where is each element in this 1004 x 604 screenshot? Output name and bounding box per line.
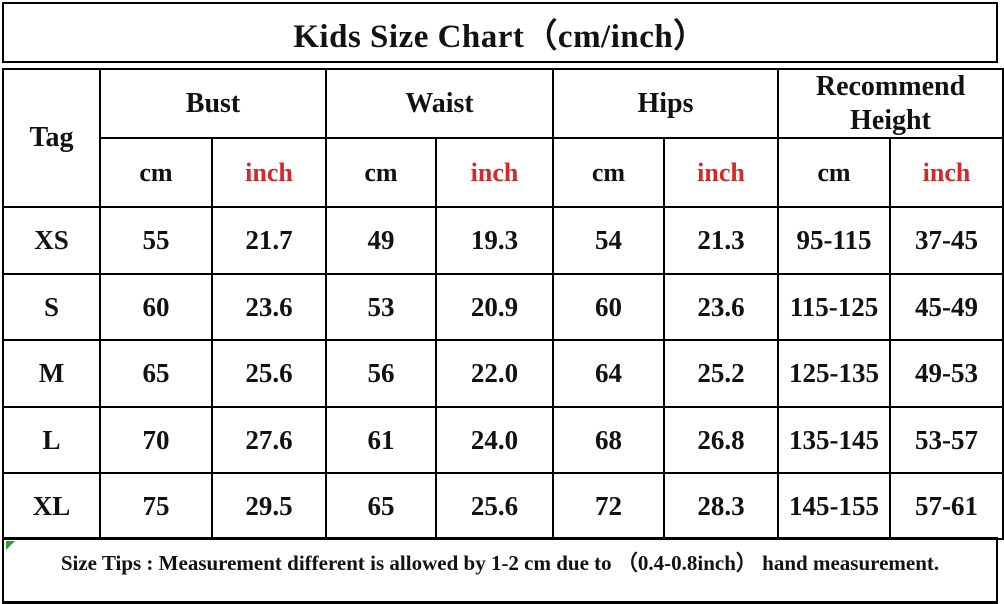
- unit-bust-cm: cm: [99, 137, 213, 209]
- value-cell: 56: [325, 339, 437, 409]
- row-tag: S: [2, 273, 101, 342]
- value-cell: 54: [552, 206, 665, 276]
- value-cell: 26.8: [663, 406, 779, 475]
- value-cell: 145-155: [777, 472, 891, 541]
- value-cell: 75: [99, 472, 213, 541]
- group-header-bust: Bust: [99, 67, 327, 140]
- unit-waist-cm: cm: [325, 137, 437, 209]
- value-cell: 28.3: [663, 472, 779, 541]
- group-header-waist: Waist: [325, 67, 554, 140]
- value-cell: 21.3: [663, 206, 779, 276]
- value-cell: 23.6: [663, 273, 779, 342]
- value-cell: 115-125: [777, 273, 891, 342]
- unit-waist-inch: inch: [435, 137, 554, 209]
- value-cell: 53-57: [889, 406, 1004, 475]
- cell-corner-marker: [6, 541, 15, 550]
- value-cell: 65: [325, 472, 437, 541]
- size-row-xl: XL 75 29.5 65 25.6 72 28.3 145-155 57-61: [2, 472, 1004, 541]
- value-cell: 64: [552, 339, 665, 409]
- row-tag: M: [2, 339, 101, 409]
- value-cell: 57-61: [889, 472, 1004, 541]
- value-cell: 55: [99, 206, 213, 276]
- value-cell: 68: [552, 406, 665, 475]
- value-cell: 49-53: [889, 339, 1004, 409]
- value-cell: 25.2: [663, 339, 779, 409]
- value-cell: 25.6: [211, 339, 327, 409]
- row-tag: XL: [2, 472, 101, 541]
- unit-hips-inch: inch: [663, 137, 779, 209]
- group-header-recommend-height: Recommend Height: [777, 67, 1004, 140]
- value-cell: 135-145: [777, 406, 891, 475]
- size-row-m: M 65 25.6 56 22.0 64 25.2 125-135 49-53: [2, 339, 1004, 409]
- unit-bust-inch: inch: [211, 137, 327, 209]
- size-row-s: S 60 23.6 53 20.9 60 23.6 115-125 45-49: [2, 273, 1004, 342]
- group-header-hips: Hips: [552, 67, 779, 140]
- page-title: Kids Size Chart（cm/inch）: [293, 18, 707, 55]
- value-cell: 70: [99, 406, 213, 475]
- value-cell: 22.0: [435, 339, 554, 409]
- value-cell: 21.7: [211, 206, 327, 276]
- value-cell: 23.6: [211, 273, 327, 342]
- value-cell: 20.9: [435, 273, 554, 342]
- value-cell: 19.3: [435, 206, 554, 276]
- value-cell: 65: [99, 339, 213, 409]
- unit-height-cm: cm: [777, 137, 891, 209]
- value-cell: 27.6: [211, 406, 327, 475]
- unit-header-row: cm inch cm inch cm inch cm inch: [3, 137, 1004, 209]
- value-cell: 49: [325, 206, 437, 276]
- tag-header-cell: Tag: [2, 67, 101, 209]
- value-cell: 60: [99, 273, 213, 342]
- value-cell: 125-135: [777, 339, 891, 409]
- value-cell: 53: [325, 273, 437, 342]
- value-cell: 95-115: [777, 206, 891, 276]
- unit-height-inch: inch: [889, 137, 1004, 209]
- value-cell: 45-49: [889, 273, 1004, 342]
- group-header-row: Tag Bust Waist Hips Recommend Height: [2, 67, 1004, 209]
- value-cell: 25.6: [435, 472, 554, 541]
- size-row-xs: XS 55 21.7 49 19.3 54 21.3 95-115 37-45: [2, 206, 1004, 276]
- size-row-l: L 70 27.6 61 24.0 68 26.8 135-145 53-57: [2, 406, 1004, 475]
- value-cell: 29.5: [211, 472, 327, 541]
- value-cell: 72: [552, 472, 665, 541]
- row-tag: XS: [2, 206, 101, 276]
- value-cell: 61: [325, 406, 437, 475]
- row-tag: L: [2, 406, 101, 475]
- value-cell: 60: [552, 273, 665, 342]
- value-cell: 24.0: [435, 406, 554, 475]
- chart-title-box: Kids Size Chart（cm/inch）: [2, 2, 998, 63]
- unit-hips-cm: cm: [552, 137, 665, 209]
- value-cell: 37-45: [889, 206, 1004, 276]
- size-table: Tag Bust Waist Hips Recommend Height cm …: [2, 67, 1004, 541]
- size-tips-text: Size Tips : Measurement different is all…: [60, 551, 940, 575]
- size-tips-box: Size Tips : Measurement different is all…: [2, 537, 998, 604]
